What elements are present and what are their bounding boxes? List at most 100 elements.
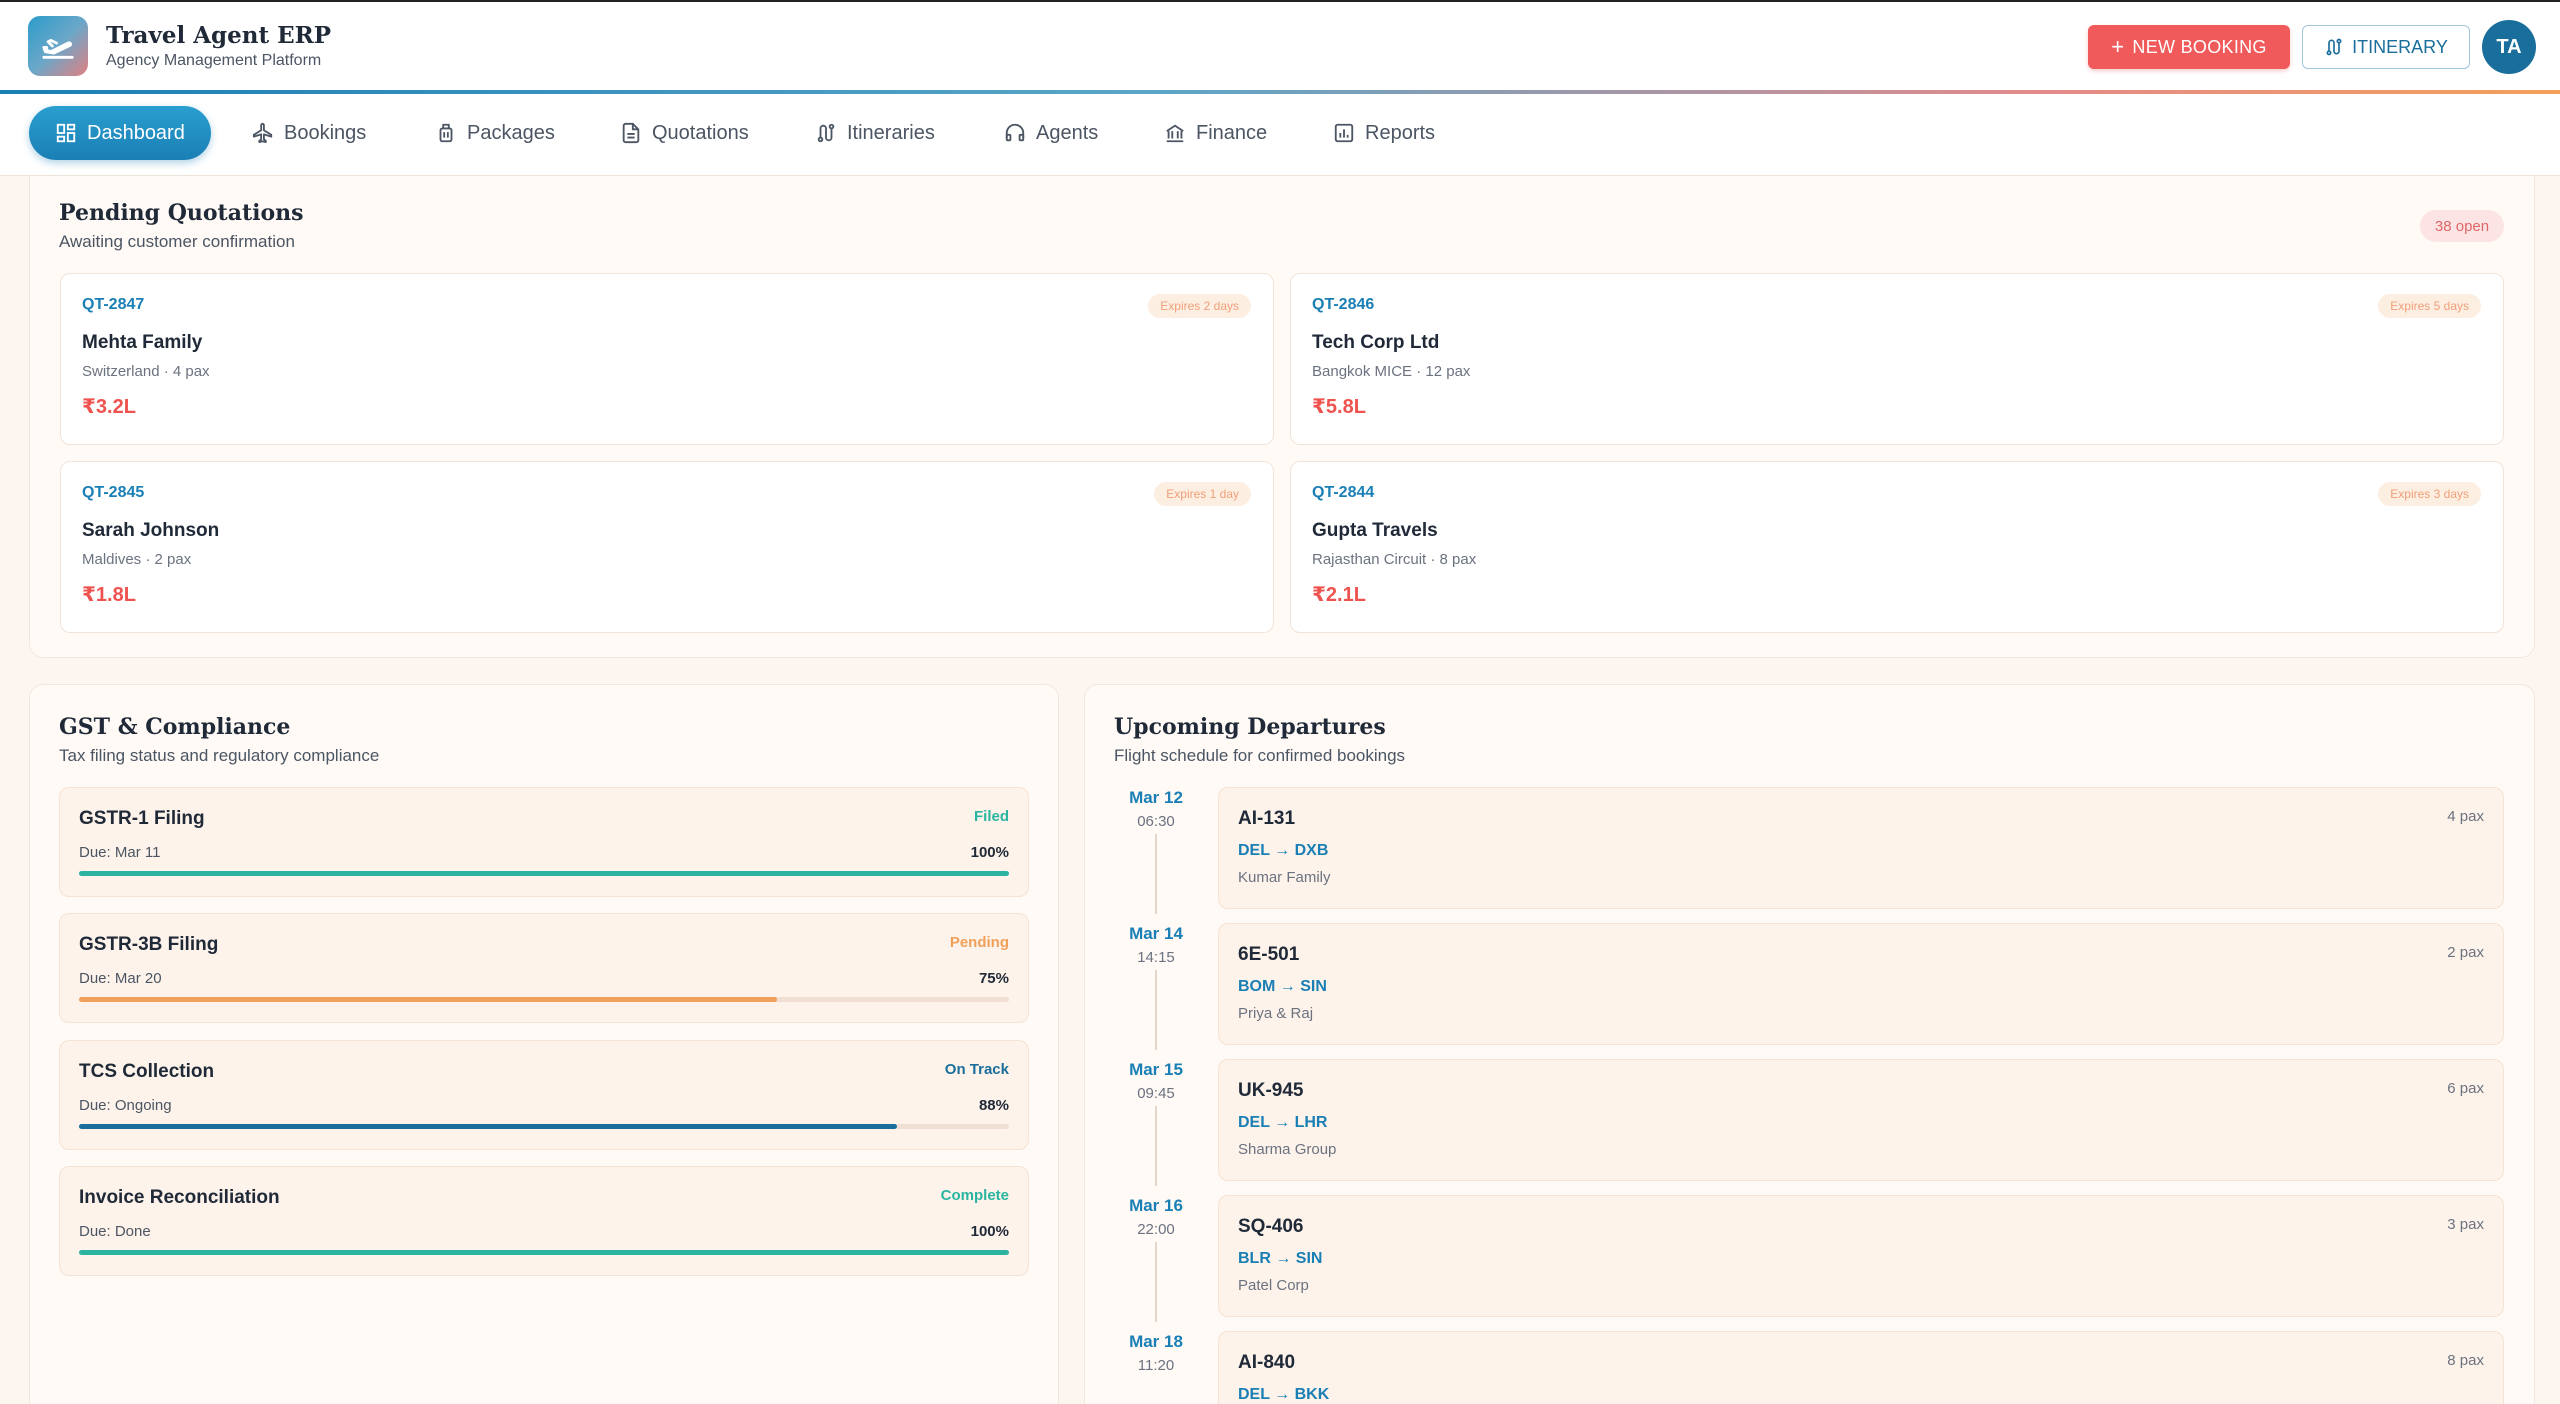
departure-time: 11:20: [1137, 1357, 1175, 1374]
compliance-item[interactable]: GSTR-1 Filing Filed Due: Mar 11 100%: [59, 787, 1029, 897]
nav-tab-bookings[interactable]: Bookings: [252, 106, 366, 160]
flight-number: AI-131: [1238, 808, 1296, 829]
status-label: Pending: [949, 934, 1009, 951]
section-subtitle: Flight schedule for confirmed bookings: [1114, 746, 1406, 765]
status-label: On Track: [944, 1061, 1009, 1078]
nav-tab-label: Packages: [467, 121, 555, 144]
quote-details: Bangkok MICE · 12 pax: [1312, 363, 1471, 380]
progress-percent: 100%: [970, 844, 1009, 861]
flight-route: BOM → SIN: [1238, 978, 1327, 995]
departure-date: Mar 15: [1129, 1060, 1183, 1079]
due-date: Due: Mar 20: [79, 970, 162, 987]
nav-tab-agents[interactable]: Agents: [1004, 106, 1098, 160]
expiry-badge: Expires 2 days: [1148, 294, 1251, 318]
compliance-item[interactable]: Invoice Reconciliation Complete Due: Don…: [59, 1166, 1029, 1276]
quote-amount: ₹5.8L: [1312, 396, 1366, 418]
pax-count: 4 pax: [2447, 808, 2484, 825]
nav-tab-label: Agents: [1036, 121, 1099, 144]
new-booking-button[interactable]: + NEW BOOKING: [2088, 25, 2290, 69]
quote-details: Maldives · 2 pax: [82, 551, 192, 568]
route-icon: [2326, 38, 2342, 56]
departure-time: 06:30: [1137, 813, 1175, 830]
timeline-connector: [1155, 970, 1157, 1050]
nav-tab-itineraries[interactable]: Itineraries: [815, 106, 935, 160]
chart-icon: [1334, 123, 1354, 143]
quote-id: QT-2844: [1312, 484, 1375, 501]
departure-datetime: Mar 14 14:15: [1100, 924, 1212, 966]
departure-card[interactable]: AI-840 8 pax DEL → BKK: [1218, 1331, 2504, 1404]
new-booking-label: NEW BOOKING: [2132, 36, 2267, 57]
quote-id: QT-2847: [82, 296, 145, 313]
expiry-badge: Expires 5 days: [2378, 294, 2481, 318]
pax-count: 2 pax: [2447, 944, 2484, 961]
brand-subtitle: Agency Management Platform: [106, 52, 322, 69]
quote-amount: ₹1.8L: [82, 584, 136, 606]
brand-title: Travel Agent ERP: [106, 22, 332, 49]
nav-tab-quotations[interactable]: Quotations: [620, 106, 749, 160]
flight-number: SQ-406: [1238, 1216, 1304, 1237]
plane-icon: [252, 122, 273, 144]
progress-track: [79, 997, 1009, 1002]
flight-route: DEL → BKK: [1238, 1386, 1330, 1403]
quote-card[interactable]: QT-2847 Expires 2 days Mehta Family Swit…: [60, 273, 1274, 445]
departure-card[interactable]: SQ-406 3 pax BLR → SIN Patel Corp: [1218, 1195, 2504, 1317]
progress-percent: 75%: [978, 970, 1009, 987]
status-label: Filed: [973, 808, 1009, 825]
quote-card[interactable]: QT-2846 Expires 5 days Tech Corp Ltd Ban…: [1290, 273, 2504, 445]
luggage-icon: [439, 123, 453, 143]
timeline-connector: [1155, 834, 1157, 914]
nav-tab-packages[interactable]: Packages: [435, 106, 555, 160]
main-nav: Dashboard Bookings Packages Quotations I…: [0, 94, 2560, 176]
bank-icon: [1166, 124, 1184, 143]
customer-name: Sharma Group: [1238, 1141, 1337, 1158]
open-count-badge: 38 open: [2420, 210, 2504, 242]
quote-amount: ₹2.1L: [1312, 584, 1366, 606]
nav-tab-label: Reports: [1365, 121, 1436, 144]
pax-count: 6 pax: [2447, 1080, 2484, 1097]
flight-number: 6E-501: [1238, 944, 1300, 965]
nav-tab-reports[interactable]: Reports: [1333, 106, 1435, 160]
departure-datetime: Mar 12 06:30: [1100, 788, 1212, 830]
quote-card[interactable]: QT-2844 Expires 3 days Gupta Travels Raj…: [1290, 461, 2504, 633]
customer-name: Patel Corp: [1238, 1277, 1309, 1294]
due-date: Due: Mar 11: [79, 844, 161, 861]
section-title: Upcoming Departures: [1114, 714, 1386, 740]
grid-icon: [56, 123, 76, 143]
nav-tab-label: Finance: [1196, 121, 1268, 144]
progress-fill: [79, 1124, 898, 1129]
nav-tab-label: Dashboard: [87, 121, 185, 144]
departure-card[interactable]: 6E-501 2 pax BOM → SIN Priya & Raj: [1218, 923, 2504, 1045]
user-avatar[interactable]: TA: [2482, 20, 2536, 74]
nav-tab-finance[interactable]: Finance: [1164, 106, 1267, 160]
app-header: Travel Agent ERP Agency Management Platf…: [0, 0, 2560, 92]
quote-amount: ₹3.2L: [82, 396, 136, 418]
itinerary-button[interactable]: ITINERARY: [2302, 25, 2470, 69]
compliance-name: Invoice Reconciliation: [79, 1187, 280, 1208]
compliance-item[interactable]: TCS Collection On Track Due: Ongoing 88%: [59, 1040, 1029, 1150]
flight-route: BLR → SIN: [1238, 1250, 1323, 1267]
compliance-item[interactable]: GSTR-3B Filing Pending Due: Mar 20 75%: [59, 913, 1029, 1023]
progress-fill: [79, 1250, 1009, 1255]
departure-datetime: Mar 15 09:45: [1100, 1060, 1212, 1102]
nav-tab-label: Quotations: [652, 121, 749, 144]
quote-customer: Gupta Travels: [1312, 520, 1438, 541]
expiry-badge: Expires 1 day: [1154, 482, 1251, 506]
section-subtitle: Tax filing status and regulatory complia…: [59, 746, 380, 765]
quote-details: Switzerland · 4 pax: [82, 363, 210, 380]
quote-card[interactable]: QT-2845 Expires 1 day Sarah Johnson Mald…: [60, 461, 1274, 633]
pax-count: 3 pax: [2447, 1216, 2484, 1233]
compliance-name: GSTR-1 Filing: [79, 808, 205, 829]
headset-icon: [1005, 123, 1025, 142]
departure-date: Mar 14: [1129, 924, 1183, 943]
nav-tab-dashboard[interactable]: Dashboard: [29, 106, 211, 160]
plus-icon: +: [2111, 34, 2125, 59]
departure-time: 09:45: [1137, 1085, 1175, 1102]
departure-card[interactable]: AI-131 4 pax DEL → DXB Kumar Family: [1218, 787, 2504, 909]
due-date: Due: Ongoing: [79, 1097, 172, 1114]
departure-card[interactable]: UK-945 6 pax DEL → LHR Sharma Group: [1218, 1059, 2504, 1181]
status-label: Complete: [940, 1187, 1009, 1204]
timeline-connector: [1155, 1106, 1157, 1186]
section-title: Pending Quotations: [59, 200, 304, 226]
customer-name: Kumar Family: [1238, 869, 1331, 886]
plane-takeoff-icon: [42, 38, 74, 59]
